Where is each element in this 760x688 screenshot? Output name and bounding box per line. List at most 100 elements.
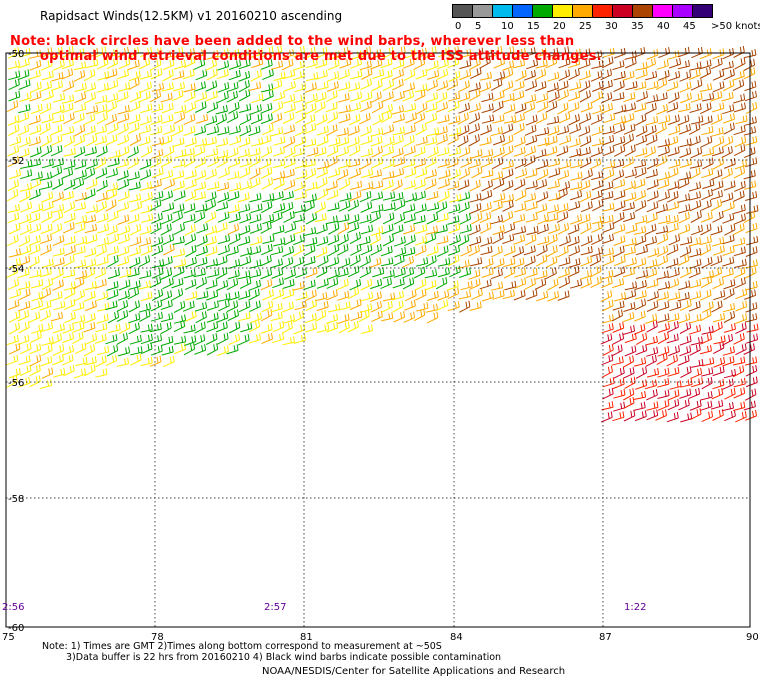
wind-barb [712,211,724,223]
wind-barb [140,81,152,93]
wind-barb [722,234,735,245]
wind-barb [193,334,206,346]
wind-barb [204,199,216,212]
wind-barb [690,92,703,103]
wind-barb [667,278,680,290]
wind-barb [41,113,54,124]
legend-label: 30 [605,21,618,32]
wind-barb [359,112,371,125]
wind-barb [435,125,448,136]
wind-barb [61,167,74,179]
wind-barb [392,68,404,81]
wind-barb [746,204,759,214]
wind-barb [468,123,480,135]
wind-barb [403,224,416,235]
wind-barb [83,322,96,333]
wind-barb [95,200,107,214]
wind-barb [481,291,494,302]
wind-barb [228,233,241,245]
wind-barb [63,135,75,148]
wind-barb [84,146,97,156]
wind-barb [525,213,538,223]
wind-barb [625,80,638,91]
wind-barb [634,200,647,212]
wind-barb [479,136,492,146]
wind-barb [359,191,372,203]
wind-barb [600,68,612,81]
wind-barb [380,312,394,322]
wind-barb [666,354,678,367]
wind-barb [50,166,63,179]
wind-barb [679,70,692,82]
wind-barb [105,101,117,113]
wind-barb [580,201,593,213]
wind-barb [151,259,165,269]
wind-barb [613,135,626,147]
wind-barb [557,169,570,181]
wind-barb [360,78,372,91]
wind-barb [471,288,483,301]
wind-barb [107,255,119,268]
wind-barb [327,71,340,82]
wind-barb [469,278,481,291]
wind-barb [317,255,329,268]
wind-barb [127,268,140,278]
wind-barb [73,134,85,147]
wind-barb [128,70,141,82]
wind-barb [481,103,494,114]
wind-barb [426,127,440,137]
wind-barb [85,233,98,245]
wind-barb [193,181,207,191]
wind-barb [237,334,250,346]
wind-barb [449,234,461,246]
wind-barb [117,112,130,124]
wind-barb [457,259,470,269]
wind-barb [546,115,560,125]
wind-barb [470,148,483,159]
wind-barb [536,254,548,267]
wind-barb [62,323,75,334]
wind-barb [578,179,591,192]
wind-barb [250,69,262,82]
wind-barb [492,224,505,236]
wind-barb [502,145,514,158]
wind-barb [248,81,262,91]
wind-barb [196,113,209,124]
wind-barb [667,366,680,377]
wind-barb [710,169,723,181]
longitude-tick-label: 87 [599,632,612,643]
wind-barb [204,191,217,203]
wind-barb [591,246,604,257]
wind-barb [161,102,174,114]
wind-barb [270,112,283,125]
wind-barb [347,320,359,333]
wind-barb [74,159,87,170]
wind-barb [700,400,713,411]
wind-barb [678,203,691,214]
wind-barb [459,213,471,225]
wind-barb [39,171,52,181]
wind-barb [184,169,197,180]
wind-barb [337,313,350,324]
wind-barb [185,290,198,301]
wind-barb [72,322,85,333]
wind-barb [205,80,218,92]
wind-barb [63,364,75,377]
wind-barb [646,278,659,289]
wind-barb [690,367,703,379]
wind-barb [579,269,592,280]
wind-barb [458,201,470,214]
wind-barb [294,136,307,147]
wind-barb [646,409,659,421]
wind-barb [215,321,228,333]
wind-barb [579,190,592,203]
wind-barb [218,292,231,302]
wind-barb [656,245,669,258]
wind-barb [545,57,558,69]
wind-barb [601,214,614,224]
wind-barb [614,104,627,115]
wind-barb [95,167,108,180]
wind-barb [182,69,195,80]
wind-barb [657,367,670,378]
wind-barb [52,114,65,124]
